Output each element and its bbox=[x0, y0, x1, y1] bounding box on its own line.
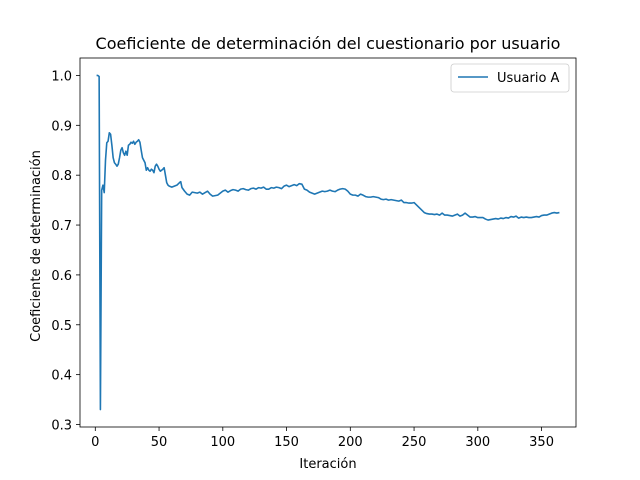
y-tick-label: 1.0 bbox=[51, 69, 72, 84]
x-tick-label: 250 bbox=[402, 435, 427, 450]
x-axis: 0 50 100 150 200 250 300 350 bbox=[91, 427, 554, 450]
legend: Usuario A bbox=[450, 63, 570, 93]
x-tick-label: 50 bbox=[151, 435, 168, 450]
chart-title: Coeficiente de determinación del cuestio… bbox=[96, 34, 561, 53]
legend-box bbox=[450, 63, 570, 93]
y-tick-label: 0.6 bbox=[51, 269, 72, 284]
x-axis-label: Iteración bbox=[299, 457, 356, 472]
axes-frame bbox=[79, 57, 577, 428]
y-tick-label: 0.7 bbox=[51, 219, 72, 234]
y-tick-label: 0.9 bbox=[51, 119, 72, 134]
y-tick-label: 0.5 bbox=[51, 319, 72, 334]
y-tick-label: 0.4 bbox=[51, 369, 72, 384]
legend-label-usuario-a: Usuario A bbox=[497, 71, 560, 86]
x-tick-label: 150 bbox=[274, 435, 299, 450]
y-axis-label: Coeficiente de determinación bbox=[29, 150, 44, 342]
series-group bbox=[96, 74, 560, 411]
y-tick-label: 0.8 bbox=[51, 169, 72, 184]
plot-area bbox=[80, 58, 576, 427]
x-tick-label: 300 bbox=[465, 435, 490, 450]
x-tick-label: 350 bbox=[529, 435, 554, 450]
x-tick-label: 0 bbox=[91, 435, 99, 450]
x-tick-label: 100 bbox=[210, 435, 235, 450]
axes-background bbox=[80, 58, 576, 427]
series-line-0 bbox=[96, 74, 560, 411]
y-axis: 0.3 0.4 0.5 0.6 0.7 0.8 0.9 1.0 bbox=[51, 69, 80, 434]
x-tick-label: 200 bbox=[338, 435, 363, 450]
y-tick-label: 0.3 bbox=[51, 419, 72, 434]
